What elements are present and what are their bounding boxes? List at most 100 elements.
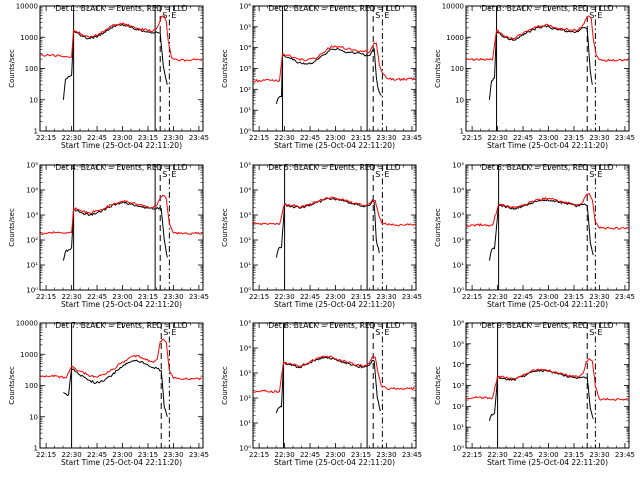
x-axis-label: Start Time (25-Oct-04 22:11:20)	[274, 300, 395, 309]
series-line-events	[275, 47, 382, 105]
panel-title: Det 5: BLACK = Events, RED = LLD	[268, 163, 400, 172]
marker-label: E	[597, 328, 602, 337]
series-line-lld	[465, 358, 629, 401]
y-tick-label: 10⁴	[452, 361, 464, 369]
y-tick-label: 10⁰	[239, 128, 251, 136]
detector-panel-8: Det 8: BLACK = Events, RED = LLD 10⁰ 10¹ 10…	[221, 320, 422, 468]
x-axis-label: Start Time (25-Oct-04 22:11:20)	[487, 458, 608, 467]
x-tick-label: 23:00	[112, 134, 132, 142]
series-line-events	[275, 197, 380, 258]
panel-title: Det 3: BLACK = Events, RED = LLD	[481, 4, 613, 13]
marker-label: S	[589, 170, 594, 179]
y-tick-label: 10⁴	[239, 187, 251, 195]
x-tick-label: 23:15	[138, 134, 158, 142]
x-tick-label: 23:45	[189, 293, 209, 301]
panel-title: Det 8: BLACK = Events, RED = LLD	[268, 321, 400, 330]
y-tick-label: 10⁴	[452, 187, 464, 195]
panel-title: Det 6: BLACK = Events, RED = LLD	[481, 163, 613, 172]
series-line-events	[62, 23, 168, 100]
x-tick-label: 22:30	[487, 293, 507, 301]
y-tick-label: 10⁰	[26, 287, 38, 295]
series-line-lld	[465, 15, 629, 62]
y-tick-label: 1	[34, 445, 38, 453]
series-line-events	[488, 25, 593, 100]
y-tick-label: 10²	[26, 237, 38, 245]
marker-label: E	[384, 328, 389, 337]
y-tick-label: 10¹	[239, 107, 251, 115]
plot-frame	[39, 164, 204, 291]
x-axis-label: Start Time (25-Oct-04 22:11:20)	[274, 141, 395, 150]
x-tick-label: 22:45	[513, 134, 533, 142]
y-tick-label: 10000	[16, 320, 38, 328]
y-tick-label: 10²	[452, 403, 464, 411]
x-tick-label: 22:45	[87, 293, 107, 301]
y-tick-label: 1000	[446, 34, 464, 42]
x-tick-label: 23:15	[138, 293, 158, 301]
x-tick-label: 22:15	[462, 293, 482, 301]
y-axis-label: Counts/sec	[434, 366, 442, 405]
y-tick-label: 10	[29, 96, 38, 104]
x-tick-label: 23:15	[564, 451, 584, 459]
y-tick-label: 10	[29, 413, 38, 421]
y-axis-label: Counts/sec	[8, 366, 16, 405]
y-axis-label: Counts/sec	[434, 49, 442, 88]
x-tick-label: 23:45	[615, 293, 635, 301]
detector-panel-7: Det 7: BLACK = Events, RED = LLD 1 10 100 10…	[8, 320, 209, 468]
x-axis-label: Start Time (25-Oct-04 22:11:20)	[61, 458, 182, 467]
x-tick-label: 23:30	[376, 134, 396, 142]
y-tick-label: 10⁰	[452, 287, 464, 295]
y-axis-label: Counts/sec	[8, 49, 16, 88]
marker-label: E	[384, 170, 389, 179]
y-tick-label: 10⁰	[452, 445, 464, 453]
x-tick-label: 23:30	[589, 134, 609, 142]
x-tick-label: 23:30	[376, 293, 396, 301]
plot-frame	[39, 322, 204, 449]
y-tick-label: 10¹	[239, 262, 251, 270]
x-tick-label: 22:45	[513, 451, 533, 459]
x-tick-label: 22:15	[249, 451, 269, 459]
x-tick-label: 22:45	[513, 293, 533, 301]
series-line-events	[488, 199, 594, 261]
x-axis-label: Start Time (25-Oct-04 22:11:20)	[61, 141, 182, 150]
x-tick-label: 23:15	[351, 134, 371, 142]
y-tick-label: 10⁴	[239, 44, 251, 52]
series-line-lld	[252, 355, 416, 394]
y-tick-label: 10⁴	[239, 345, 251, 353]
y-tick-label: 10¹	[239, 420, 251, 428]
x-tick-label: 23:45	[402, 293, 422, 301]
y-tick-label: 10⁵	[452, 162, 464, 170]
x-tick-label: 22:30	[274, 451, 294, 459]
marker-label: S	[589, 328, 594, 337]
detector-panel-3: Det 3: BLACK = Events, RED = LLD 1 10 100 10…	[434, 3, 635, 151]
y-tick-label: 10⁵	[239, 23, 251, 31]
x-tick-label: 22:30	[274, 134, 294, 142]
series-line-lld	[39, 15, 203, 62]
y-tick-label: 10³	[239, 65, 251, 73]
x-tick-label: 23:15	[351, 293, 371, 301]
y-tick-label: 10³	[239, 370, 251, 378]
y-tick-label: 10⁶	[239, 3, 251, 11]
series-line-lld	[252, 196, 416, 227]
y-tick-label: 10³	[452, 382, 464, 390]
y-tick-label: 10⁰	[239, 445, 251, 453]
x-tick-label: 22:30	[487, 134, 507, 142]
x-tick-label: 23:45	[615, 134, 635, 142]
panel-title: Det 9: BLACK = Events, RED = LLD	[481, 321, 613, 330]
x-tick-label: 22:45	[300, 451, 320, 459]
y-tick-label: 10⁵	[26, 162, 38, 170]
x-tick-label: 23:15	[351, 451, 371, 459]
y-tick-label: 10²	[239, 395, 251, 403]
plot-frame	[252, 322, 417, 449]
x-tick-label: 22:45	[87, 451, 107, 459]
x-tick-label: 22:45	[300, 293, 320, 301]
y-tick-label: 10¹	[452, 424, 464, 432]
marker-label: E	[171, 328, 176, 337]
y-axis-label: Counts/sec	[221, 49, 229, 88]
x-tick-label: 23:30	[163, 293, 183, 301]
x-tick-label: 23:15	[564, 293, 584, 301]
x-tick-label: 23:00	[538, 293, 558, 301]
x-tick-label: 23:45	[402, 134, 422, 142]
series-line-lld	[39, 194, 203, 236]
plot-frame	[252, 164, 417, 291]
